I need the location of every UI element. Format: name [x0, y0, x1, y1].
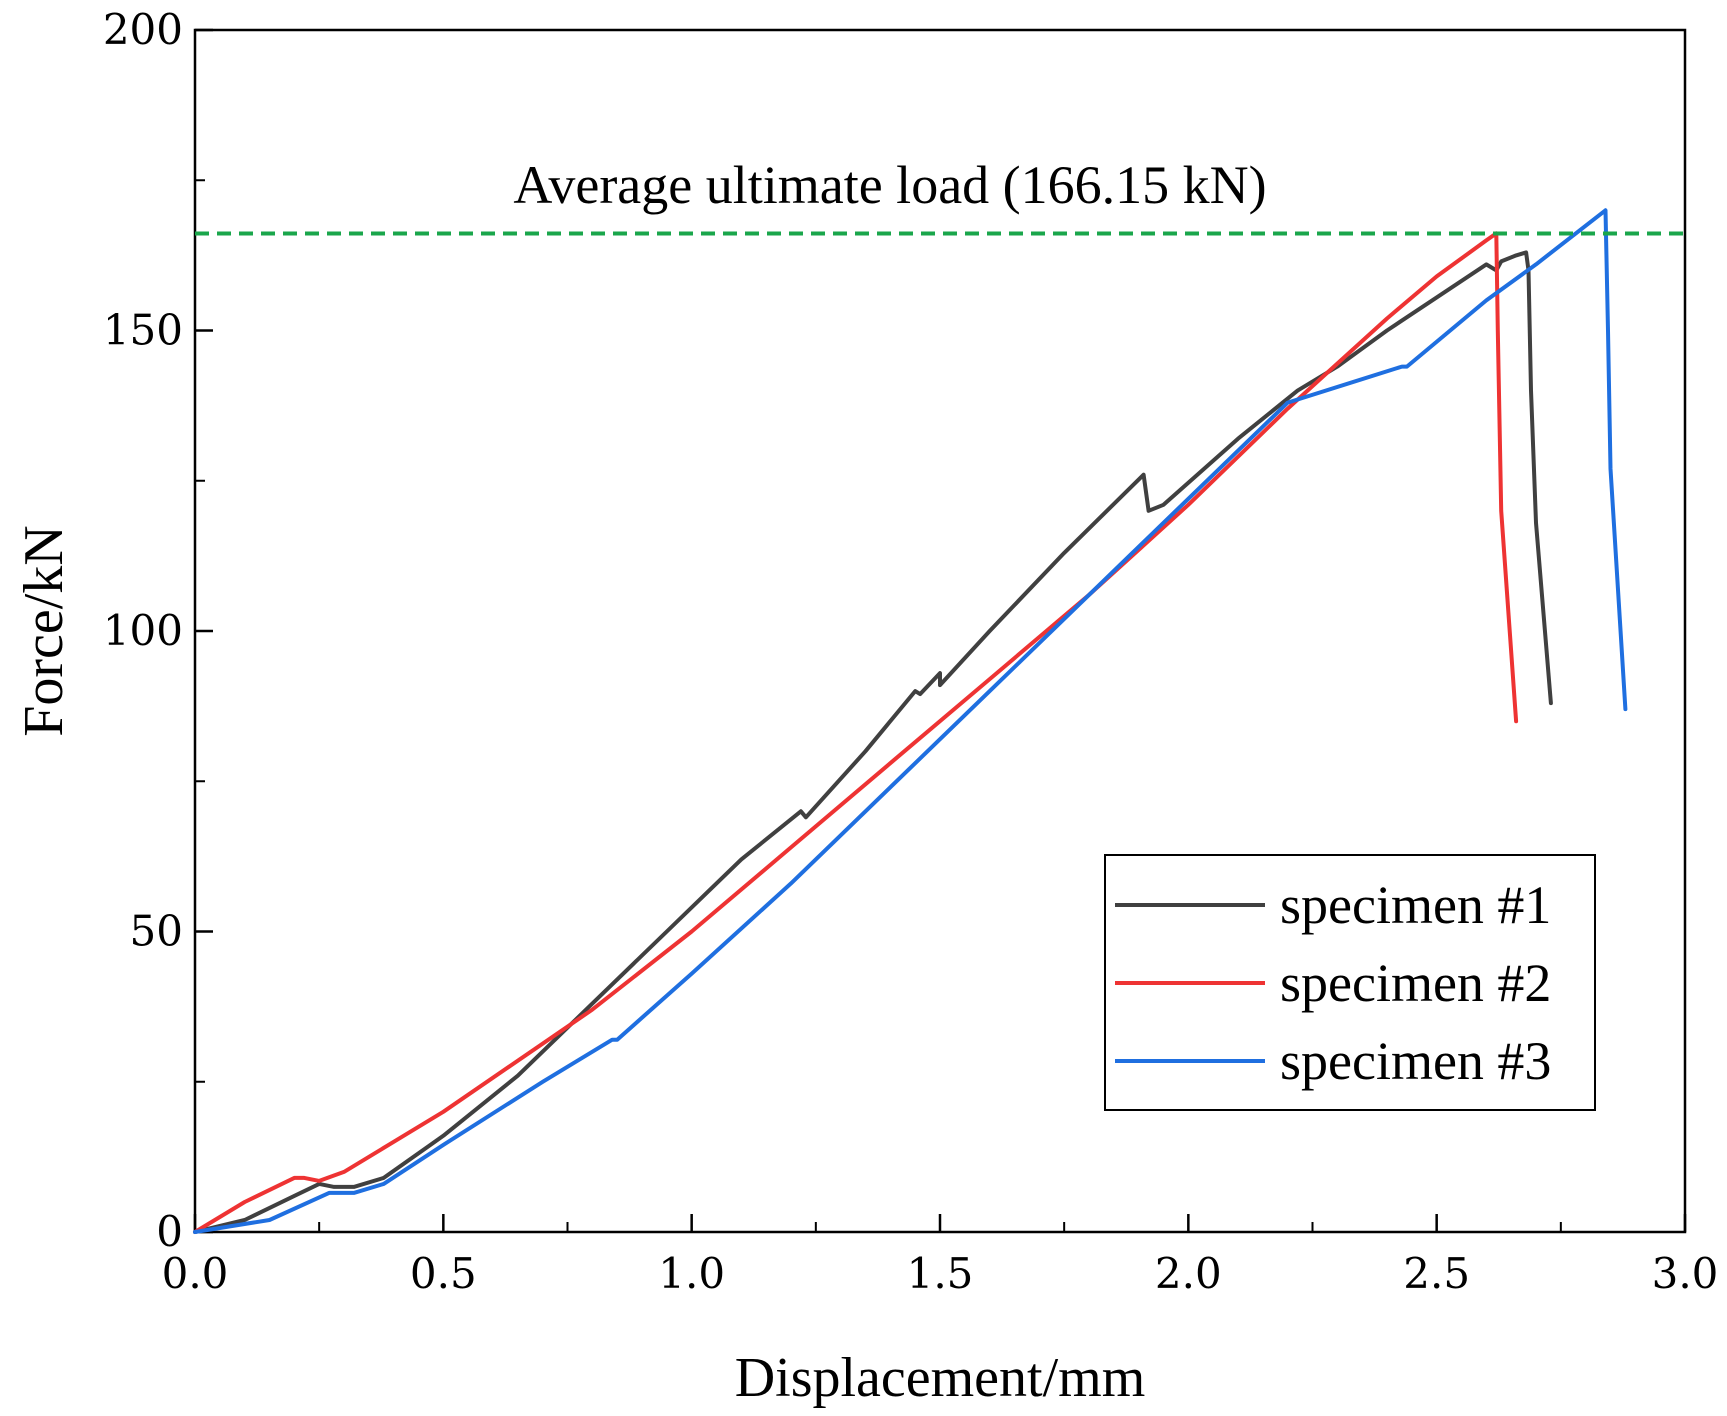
legend-label-specimen-3: specimen #3: [1280, 1031, 1551, 1091]
x-tick-label: 1.0: [658, 1249, 725, 1298]
x-tick-label: 0.5: [410, 1249, 477, 1298]
x-tick-label: 3.0: [1652, 1249, 1719, 1298]
legend-label-specimen-1: specimen #1: [1280, 875, 1551, 935]
annotation: Average ultimate load (166.15 kN): [195, 155, 1685, 236]
x-tick-label: 2.0: [1155, 1249, 1222, 1298]
x-tick-label: 1.5: [907, 1249, 974, 1298]
x-axis-label: Displacement/mm: [735, 1347, 1146, 1409]
y-axis-label: Force/kN: [13, 525, 75, 737]
series-line-specimen-1: [193, 250, 1553, 1234]
y-tick-label: 100: [103, 606, 183, 655]
y-tick-label: 0: [156, 1207, 183, 1256]
legend-items: specimen #1 specimen #2 specimen #3: [1115, 875, 1551, 1091]
series-lines: [193, 208, 1628, 1234]
legend: specimen #1 specimen #2 specimen #3: [1104, 854, 1596, 1111]
series-line-specimen-2: [193, 231, 1519, 1234]
axis-ticks: [193, 28, 1687, 1234]
series-line-specimen-3: [193, 208, 1628, 1234]
y-tick-label: 150: [103, 306, 183, 355]
legend-label-specimen-2: specimen #2: [1280, 953, 1551, 1013]
x-tick-label: 0.0: [162, 1249, 229, 1298]
average-ultimate-load-label: Average ultimate load (166.15 kN): [513, 155, 1266, 215]
y-tick-label: 200: [103, 5, 183, 54]
y-tick-label: 50: [130, 907, 183, 956]
x-tick-label: 2.5: [1403, 1249, 1470, 1298]
axis-tick-labels: 0.0 0.5 1.0 1.5 2.0 2.5 3.0 0 50 100 150 200: [103, 5, 1719, 1298]
